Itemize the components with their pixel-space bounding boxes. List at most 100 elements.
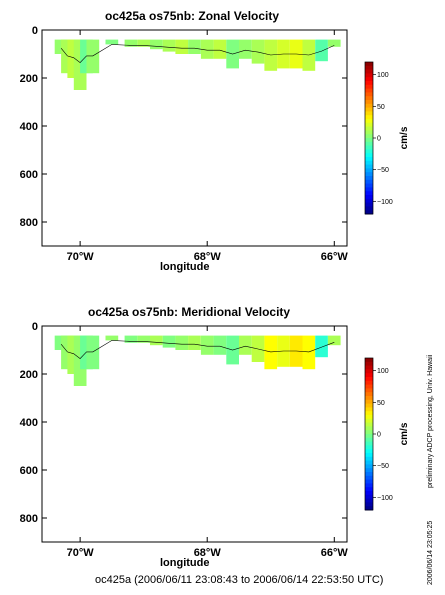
colorbar-swatch xyxy=(365,441,373,446)
velocity-cell xyxy=(200,39,214,59)
processing-note: preliminary ADCP processing, Univ. Hawai… xyxy=(427,354,434,488)
colorbar-swatch xyxy=(365,206,373,211)
velocity-cell xyxy=(200,335,214,355)
velocity-cell xyxy=(105,335,119,341)
velocity-cells xyxy=(54,39,341,90)
colorbar-swatch xyxy=(365,380,373,386)
colorbar-swatch xyxy=(365,191,373,196)
colorbar-tick-label: 100 xyxy=(377,368,389,375)
velocity-cell xyxy=(105,39,119,45)
colorbar: 100 50 0 −50 −100 cm/s xyxy=(364,357,410,511)
colorbar-swatch xyxy=(365,198,373,204)
velocity-cell xyxy=(124,335,138,343)
colorbar-tick-label: −50 xyxy=(377,463,389,470)
velocity-cell xyxy=(124,39,138,47)
colorbar-tick-label: 100 xyxy=(377,72,389,79)
y-tick-label: 0 xyxy=(32,25,38,37)
velocity-cells xyxy=(54,335,341,386)
y-tick-label: 0 xyxy=(32,321,38,333)
colorbar-swatch xyxy=(365,84,373,90)
velocity-cell xyxy=(302,335,316,370)
colorbar-swatch xyxy=(365,502,373,507)
colorbar-swatch xyxy=(365,183,373,188)
colorbar-swatch xyxy=(365,361,373,367)
zonal-chart-svg: 0 200 400 600 800 70°W 68°W 66°W 100 50 0 −50 −100 cm… xyxy=(20,25,410,263)
y-tick-label: 800 xyxy=(20,513,38,525)
colorbar-swatch xyxy=(365,464,373,469)
colorbar-swatch xyxy=(365,103,373,109)
colorbar-swatch xyxy=(365,407,373,412)
colorbar-tick-label: −100 xyxy=(377,495,393,502)
y-tick-label: 400 xyxy=(20,417,38,429)
colorbar-swatch xyxy=(365,377,373,382)
colorbar-swatch xyxy=(365,483,373,488)
colorbar-swatch xyxy=(365,130,373,135)
colorbar-tick-label: 50 xyxy=(377,400,385,407)
meridional-panel: oc425a os75nb: Meridional Velocity 0 200 4… xyxy=(0,296,445,586)
meridional-x-axis-label: longitude xyxy=(160,557,210,569)
colorbar-swatch xyxy=(365,399,373,405)
velocity-cell xyxy=(188,335,201,350)
colorbar-tick-label: 0 xyxy=(377,136,381,143)
velocity-cell xyxy=(137,335,150,343)
colorbar-swatch xyxy=(365,195,373,200)
colorbar-swatch xyxy=(365,392,373,397)
colorbar-swatch xyxy=(365,358,373,363)
colorbar-swatch xyxy=(365,449,373,454)
colorbar-swatch xyxy=(365,373,373,378)
velocity-cell xyxy=(327,39,341,47)
colorbar-unit-label: cm/s xyxy=(399,126,410,149)
plot-frame xyxy=(41,29,348,247)
colorbar-tick-label: −100 xyxy=(377,199,393,206)
colorbar-swatch xyxy=(365,138,373,143)
colorbar-swatch xyxy=(365,498,373,503)
colorbar-swatch xyxy=(365,411,373,416)
colorbar-unit-label: cm/s xyxy=(399,422,410,445)
plot-frame xyxy=(41,325,348,543)
colorbar-swatch xyxy=(365,134,373,139)
colorbar-swatch xyxy=(365,430,373,435)
x-tick-label: 70°W xyxy=(67,547,95,559)
colorbar-swatch xyxy=(365,111,373,116)
colorbar-swatch xyxy=(365,384,373,389)
time-range-footer: oc425a (2006/06/11 23:08:43 to 2006/06/1… xyxy=(95,574,384,586)
timestamp-note: 2006/06/14 23:05:25 xyxy=(427,520,434,585)
zero-contour-line xyxy=(60,340,335,360)
colorbar-swatch xyxy=(365,434,373,439)
velocity-cell xyxy=(188,39,201,54)
colorbar-swatch xyxy=(365,145,373,150)
colorbar-swatch xyxy=(365,73,373,78)
colorbar-swatch xyxy=(365,176,373,181)
zonal-chart-title: oc425a os75nb: Zonal Velocity xyxy=(105,9,280,23)
colorbar-swatch xyxy=(365,426,373,431)
colorbar-swatch xyxy=(365,164,373,169)
x-tick-label: 68°W xyxy=(194,547,222,559)
colorbar-swatch xyxy=(365,168,373,173)
colorbar-swatch xyxy=(365,494,373,500)
colorbar-swatch xyxy=(365,119,373,124)
colorbar-swatch xyxy=(365,369,373,374)
colorbar-swatch xyxy=(365,141,373,147)
y-tick-label: 200 xyxy=(20,73,38,85)
colorbar-swatch xyxy=(365,475,373,481)
zonal-panel: oc425a os75nb: Zonal Velocity 0 200 400 600… xyxy=(0,0,445,290)
colorbar-swatch xyxy=(365,479,373,484)
colorbar-swatch xyxy=(365,96,373,101)
colorbar-swatch xyxy=(365,65,373,71)
colorbar-swatch xyxy=(365,153,373,158)
colorbar-swatch xyxy=(365,122,373,128)
colorbar-swatch xyxy=(365,472,373,477)
zero-contour-line xyxy=(60,44,335,64)
velocity-cell xyxy=(315,39,328,62)
velocity-cell xyxy=(150,335,163,346)
colorbar-swatch xyxy=(365,202,373,207)
colorbar-swatch xyxy=(365,179,373,185)
y-tick-label: 600 xyxy=(20,169,38,181)
colorbar-swatch xyxy=(365,172,373,177)
velocity-cell xyxy=(264,335,278,370)
y-tick-label: 400 xyxy=(20,121,38,133)
colorbar-swatch xyxy=(365,487,373,492)
meridional-chart-svg: 0 200 400 600 800 70°W 68°W 66°W 100 50 0 −50 −100 cm… xyxy=(20,321,410,559)
colorbar-swatch xyxy=(365,418,373,424)
colorbar-swatch xyxy=(365,157,373,162)
